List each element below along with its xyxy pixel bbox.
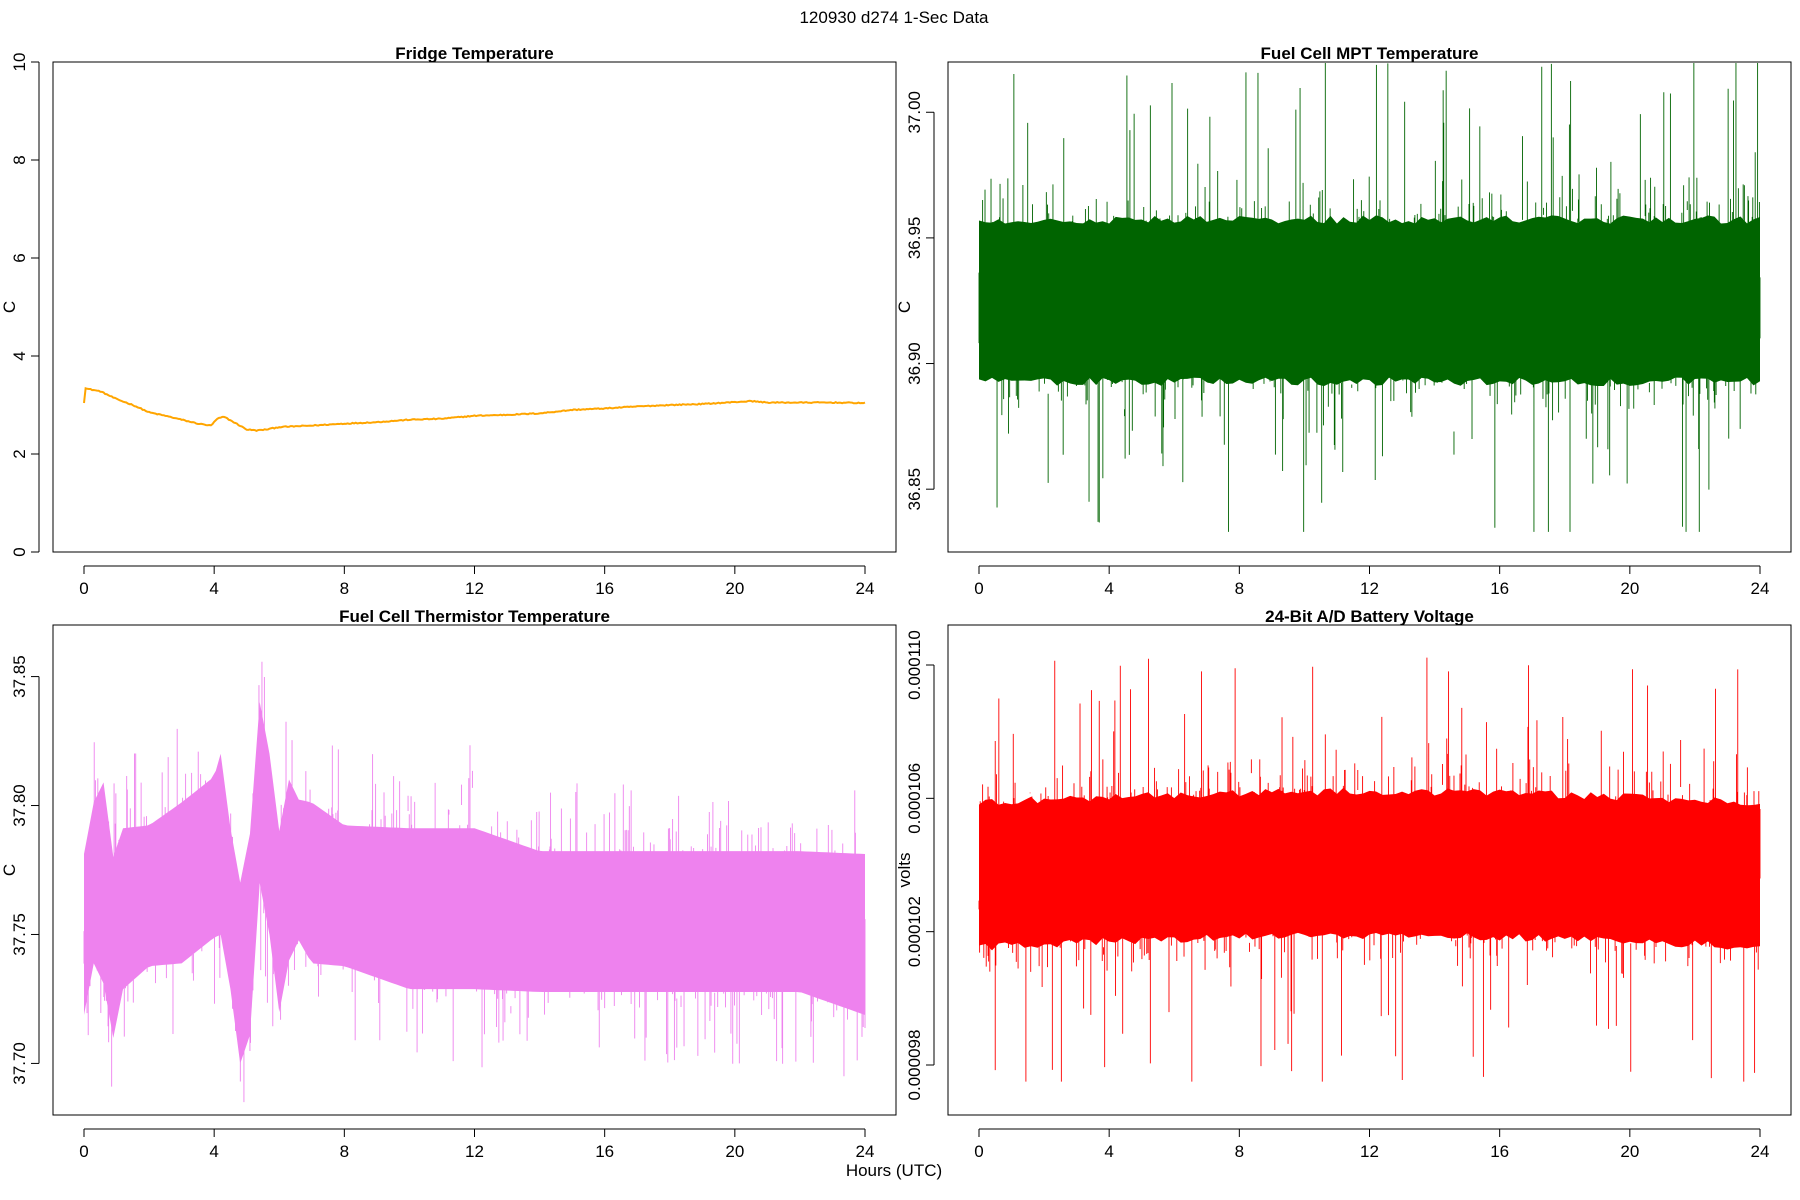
y-tick-label: 37.80 — [10, 784, 29, 827]
plot-frame — [52, 624, 897, 1116]
x-tick-label: 20 — [725, 579, 744, 598]
x-tick-label: 8 — [1235, 579, 1244, 598]
trace-core-band — [979, 215, 1760, 387]
series-1 — [83, 387, 866, 432]
panel-title: Fridge Temperature — [395, 44, 553, 63]
y-tick-label: 37.70 — [10, 1042, 29, 1085]
y-tick-label: 0.000098 — [905, 1030, 924, 1101]
fridge-temperature-line — [83, 387, 866, 432]
x-tick-label: 0 — [79, 1142, 88, 1161]
y-axis-label: volts — [895, 853, 914, 888]
x-tick-label: 4 — [209, 1142, 218, 1161]
y-tick-label: 0.000110 — [905, 630, 924, 700]
y-tick-label: 2 — [10, 449, 29, 458]
plot-frame — [52, 61, 897, 553]
y-tick-label: 10 — [10, 53, 29, 72]
x-tick-label: 4 — [1104, 1142, 1113, 1161]
y-tick-label: 36.95 — [905, 217, 924, 260]
figure-title: 120930 d274 1-Sec Data — [799, 8, 989, 27]
x-tick-label: 12 — [465, 1142, 484, 1161]
x-tick-label: 20 — [725, 1142, 744, 1161]
y-tick-label: 36.90 — [905, 342, 924, 385]
x-tick-label: 16 — [595, 1142, 614, 1161]
y-tick-label: 6 — [10, 253, 29, 262]
x-tick-label: 24 — [1751, 1142, 1770, 1161]
y-axis-label: C — [0, 864, 19, 876]
y-tick-label: 4 — [10, 351, 29, 360]
x-tick-label: 8 — [1235, 1142, 1244, 1161]
y-tick-label: 0.000106 — [905, 763, 924, 834]
x-tick-label: 0 — [974, 1142, 983, 1161]
panel-3: Fuel Cell Thermistor Temperature C 0 4 8 12 16… — [0, 607, 897, 1161]
trace-core-band — [84, 702, 865, 1064]
x-tick-label: 8 — [340, 1142, 349, 1161]
y-tick-label: 0.000102 — [905, 896, 924, 967]
trace-core-band — [979, 787, 1760, 951]
x-tick-label: 4 — [1104, 579, 1113, 598]
y-axis-label: C — [895, 301, 914, 313]
x-tick-label: 16 — [595, 579, 614, 598]
y-tick-label: 37.85 — [10, 655, 29, 698]
panel-2: Fuel Cell MPT Temperature C 0 4 8 12 16 20 24 36.… — [895, 44, 1792, 598]
panel-title: Fuel Cell MPT Temperature — [1261, 44, 1479, 63]
x-tick-label: 24 — [856, 1142, 875, 1161]
x-tick-label: 12 — [1360, 579, 1379, 598]
y-axis-label: C — [0, 301, 19, 313]
x-tick-label: 20 — [1620, 1142, 1639, 1161]
y-tick-label: 0 — [10, 547, 29, 556]
y-tick-label: 36.85 — [905, 468, 924, 511]
series-2 — [978, 63, 1761, 532]
x-tick-label: 0 — [79, 579, 88, 598]
series-3 — [83, 661, 866, 1103]
plot-frame — [947, 624, 1792, 1116]
x-tick-label: 4 — [209, 579, 218, 598]
x-tick-label: 20 — [1620, 579, 1639, 598]
panel-title: 24-Bit A/D Battery Voltage — [1265, 607, 1474, 626]
panel-4: 24-Bit A/D Battery Voltage volts 0 4 8 12 16 20… — [895, 607, 1792, 1161]
x-tick-label: 0 — [974, 579, 983, 598]
y-tick-label: 8 — [10, 155, 29, 164]
series-4 — [978, 657, 1761, 1082]
x-tick-label: 12 — [1360, 1142, 1379, 1161]
x-tick-label: 24 — [856, 579, 875, 598]
x-tick-label: 16 — [1490, 579, 1509, 598]
x-tick-label: 24 — [1751, 579, 1770, 598]
y-tick-label: 37.75 — [10, 913, 29, 956]
x-tick-label: 16 — [1490, 1142, 1509, 1161]
plot-frame — [947, 61, 1792, 553]
x-tick-label: 8 — [340, 579, 349, 598]
x-axis-label: Hours (UTC) — [846, 1161, 942, 1180]
y-tick-label: 37.00 — [905, 91, 924, 134]
panel-title: Fuel Cell Thermistor Temperature — [339, 607, 610, 626]
x-tick-label: 12 — [465, 579, 484, 598]
